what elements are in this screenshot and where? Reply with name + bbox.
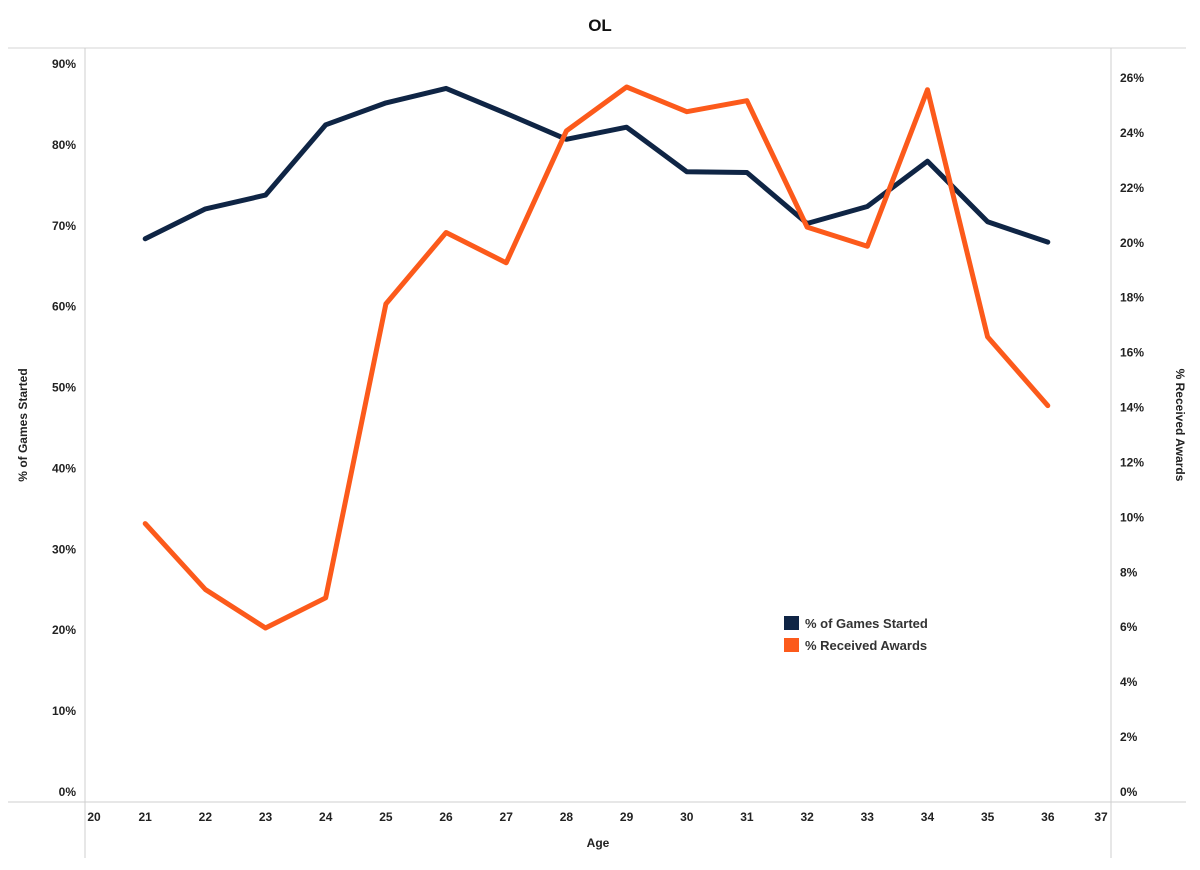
x-tick-labels: 20 21 22 23 24 25 26 27 28 29 30 31 32 33 34 35 36 37 [87, 810, 1108, 824]
y-left-tick-label: 10% [52, 704, 76, 718]
series-lines [142, 84, 1051, 631]
y-left-tick-labels: 0% 10% 20% 30% 40% 50% 60% 70% 80% 90% [52, 57, 76, 799]
y-left-tick-label: 50% [52, 381, 76, 395]
x-tick-label: 37 [1094, 810, 1108, 824]
y-left-tick-label: 40% [52, 461, 76, 475]
y-left-axis-title: % of Games Started [16, 368, 30, 481]
y-left-tick-label: 60% [52, 300, 76, 314]
legend-swatch-games-started [784, 616, 799, 630]
x-tick-label: 31 [740, 810, 754, 824]
y-right-tick-labels: 0% 2% 4% 6% 8% 10% 12% 14% 16% 18% 20% 22% 24% 26% [1120, 71, 1144, 799]
y-right-tick-label: 24% [1120, 126, 1144, 140]
legend-swatch-received-awards [784, 638, 799, 652]
y-left-tick-label: 70% [52, 219, 76, 233]
x-tick-label: 32 [800, 810, 814, 824]
y-right-tick-label: 6% [1120, 620, 1138, 634]
y-left-tick-label: 0% [59, 785, 77, 799]
x-tick-label: 29 [620, 810, 634, 824]
series-line-received-awards [142, 84, 1051, 631]
x-tick-label: 23 [259, 810, 273, 824]
y-right-tick-label: 10% [1120, 510, 1144, 524]
y-right-tick-label: 20% [1120, 236, 1144, 250]
y-left-tick-label: 20% [52, 623, 76, 637]
y-left-tick-label: 90% [52, 57, 76, 71]
y-right-tick-label: 4% [1120, 675, 1138, 689]
x-tick-label: 25 [379, 810, 393, 824]
x-tick-label: 28 [560, 810, 574, 824]
x-tick-label: 26 [439, 810, 453, 824]
x-tick-label: 21 [138, 810, 152, 824]
y-right-tick-label: 22% [1120, 181, 1144, 195]
x-tick-label: 22 [199, 810, 213, 824]
x-tick-label: 33 [861, 810, 875, 824]
y-right-axis-title: % Received Awards [1173, 369, 1187, 482]
x-tick-label: 24 [319, 810, 333, 824]
x-tick-label: 34 [921, 810, 935, 824]
y-left-tick-label: 80% [52, 138, 76, 152]
y-left-tick-label: 30% [52, 542, 76, 556]
y-right-tick-label: 14% [1120, 401, 1144, 415]
chart-title: OL [588, 16, 612, 35]
legend: % of Games Started % Received Awards [784, 616, 928, 653]
x-tick-label: 27 [500, 810, 514, 824]
legend-label-games-started: % of Games Started [805, 616, 928, 631]
y-right-tick-label: 2% [1120, 730, 1138, 744]
legend-label-received-awards: % Received Awards [805, 638, 927, 653]
y-right-tick-label: 18% [1120, 291, 1144, 305]
x-tick-label: 36 [1041, 810, 1055, 824]
y-right-tick-label: 16% [1120, 346, 1144, 360]
y-right-tick-label: 12% [1120, 455, 1144, 469]
y-right-tick-label: 26% [1120, 71, 1144, 85]
x-tick-label: 35 [981, 810, 995, 824]
y-right-tick-label: 8% [1120, 565, 1138, 579]
y-right-tick-label: 0% [1120, 785, 1138, 799]
x-tick-label: 20 [87, 810, 101, 824]
x-tick-label: 30 [680, 810, 694, 824]
x-axis-title: Age [587, 836, 610, 850]
series-line-games-started [142, 85, 1051, 245]
